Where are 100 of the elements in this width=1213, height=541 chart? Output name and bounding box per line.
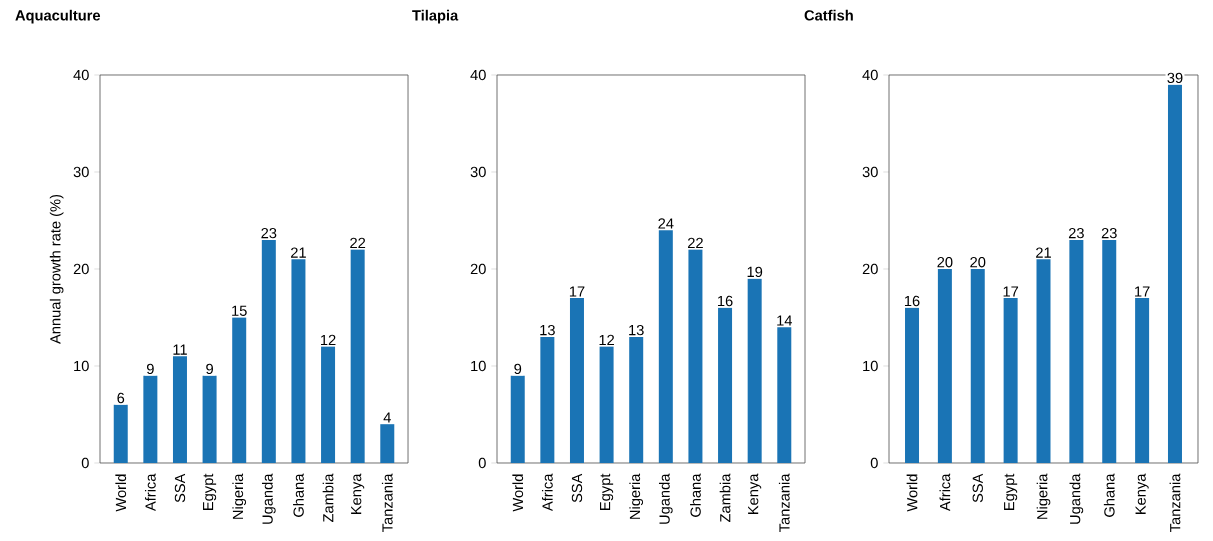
x-tick-label: Tanzania [381, 473, 393, 532]
bar [658, 230, 673, 463]
bar [350, 249, 365, 463]
data-label: 23 [1068, 227, 1084, 239]
bar [113, 404, 128, 463]
x-tick-label: Nigeria [232, 473, 247, 519]
y-tick-label: 40 [470, 69, 486, 81]
bar [261, 239, 276, 463]
bar [1036, 259, 1051, 463]
data-label: 9 [206, 363, 213, 375]
data-label: 21 [1036, 247, 1051, 258]
data-label: 11 [173, 344, 187, 355]
data-label: 22 [350, 237, 366, 248]
data-label: 12 [599, 334, 615, 345]
data-label: 6 [117, 392, 125, 404]
bar [540, 336, 555, 463]
x-tick-label: Uganda [1069, 473, 1084, 524]
x-tick-label: Uganda [261, 473, 276, 524]
y-tick-label: 20 [862, 263, 878, 275]
data-label: 19 [747, 266, 763, 278]
data-label: 4 [383, 412, 391, 423]
y-tick-label: 20 [73, 263, 89, 275]
data-label: 17 [569, 286, 585, 297]
data-label: 13 [629, 324, 644, 336]
data-label: 9 [514, 363, 522, 375]
y-tick-label: 0 [478, 457, 486, 469]
data-label: 16 [904, 295, 920, 307]
bar [599, 346, 614, 463]
data-label: 16 [718, 295, 733, 307]
x-tick-label: Tanzania [778, 473, 790, 532]
bar [1135, 298, 1150, 463]
y-tick-label: 30 [470, 166, 486, 178]
bar [688, 249, 703, 463]
x-tick-label: Kenya [748, 473, 762, 514]
y-axis-title: Annual growth rate (%) [49, 194, 64, 344]
y-tick-label: 40 [73, 69, 89, 81]
x-tick-label: Ghana [690, 473, 701, 517]
data-label: 17 [1003, 286, 1019, 297]
bar [747, 278, 762, 463]
x-tick-label: Africa [939, 473, 951, 512]
bar [291, 259, 306, 463]
bar [970, 268, 985, 463]
y-tick-label: 0 [81, 457, 89, 469]
y-tick-label: 10 [471, 360, 486, 372]
x-tick-label: SSA [174, 473, 186, 503]
bar [937, 268, 952, 463]
x-tick-label: Egypt [203, 473, 217, 510]
x-tick-label: Ghana [293, 473, 304, 517]
bar [718, 307, 733, 463]
data-label: 15 [232, 305, 247, 316]
chart-title: Aquaculture [15, 9, 101, 24]
bar [143, 375, 158, 463]
data-label: 23 [261, 227, 277, 239]
x-tick-label: Nigeria [629, 473, 644, 519]
x-tick-label: World [115, 474, 127, 512]
data-label: 20 [937, 257, 953, 268]
data-label: 14 [777, 315, 792, 326]
bar [202, 375, 217, 463]
bar [1069, 239, 1084, 463]
y-tick-label: 10 [863, 360, 878, 372]
bar [569, 298, 584, 463]
x-tick-label: Uganda [658, 473, 673, 524]
data-label: 23 [1101, 227, 1117, 239]
bar [321, 346, 336, 463]
x-tick-label: Zambia [322, 473, 334, 523]
bar [1003, 298, 1018, 463]
bar [777, 327, 792, 463]
x-tick-label: World [906, 474, 918, 512]
bar [905, 307, 920, 463]
y-tick-label: 20 [470, 263, 486, 275]
x-tick-label: Kenya [351, 473, 365, 514]
x-tick-label: Egypt [600, 473, 614, 510]
data-label: 13 [540, 324, 555, 336]
data-label: 24 [658, 218, 674, 229]
x-tick-label: World [512, 474, 524, 512]
bar [510, 375, 525, 463]
data-label: 22 [688, 237, 703, 248]
data-label: 39 [1167, 72, 1183, 84]
bar [629, 336, 644, 463]
chart-title: Tilapia [412, 9, 459, 24]
chart-title: Catfish [804, 9, 853, 21]
y-tick-label: 30 [862, 166, 878, 178]
data-label: 12 [321, 334, 336, 345]
x-tick-label: Zambia [719, 473, 731, 523]
x-tick-label: Africa [144, 473, 156, 512]
data-label: 9 [146, 363, 154, 375]
x-tick-label: Africa [541, 473, 553, 512]
data-label: 21 [291, 247, 306, 258]
bar [380, 424, 395, 463]
x-tick-label: Tanzania [1169, 473, 1181, 532]
x-tick-label: Ghana [1103, 473, 1115, 517]
bar [1167, 84, 1182, 463]
bar [1102, 239, 1117, 463]
x-tick-label: Nigeria [1036, 473, 1051, 519]
x-tick-label: Kenya [1135, 473, 1149, 514]
x-tick-label: SSA [972, 473, 983, 503]
bar [172, 356, 187, 463]
y-tick-label: 40 [862, 69, 878, 81]
data-label: 20 [970, 257, 986, 268]
x-tick-label: Egypt [1004, 473, 1018, 510]
